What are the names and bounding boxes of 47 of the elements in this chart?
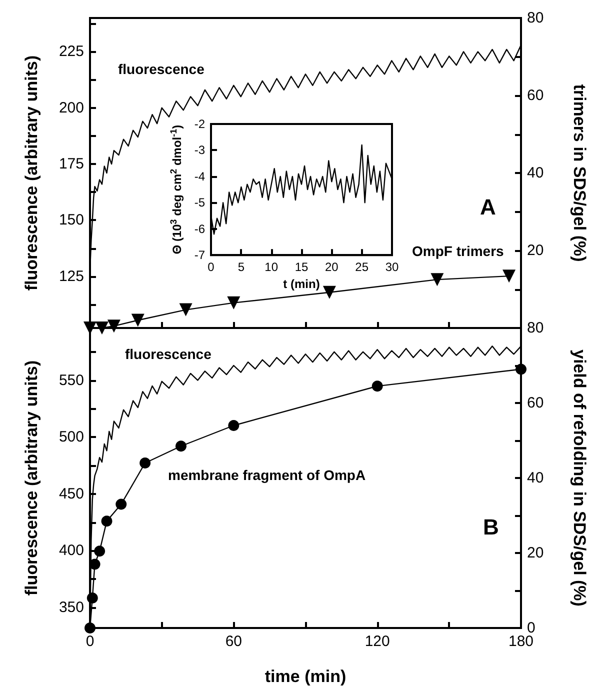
y2-axis-title: yield of refolding in SDS/gel (%) (570, 350, 589, 606)
y-tick-label: -2 (194, 117, 206, 131)
y-axis-title: Θ (103 deg cm2 dmol-1) (168, 124, 184, 254)
y-axis-title: fluorescence (arbitrary units) (22, 55, 41, 291)
y-tick-label: 500 (58, 428, 84, 446)
x-tick-label: 15 (294, 260, 308, 274)
x-tick-label: 10 (264, 260, 278, 274)
x-tick-label: 120 (364, 633, 390, 650)
x-axis-title: t (min) (283, 277, 320, 291)
series-label: fluorescence (125, 346, 212, 362)
y-tick-label: 350 (58, 599, 84, 616)
series-label: membrane fragment of OmpA (168, 467, 366, 483)
y2-axis-title: trimers in SDS/gel (%) (570, 84, 589, 262)
x-tick-label: 5 (238, 260, 245, 274)
series-label: fluorescence (118, 61, 205, 77)
y-tick-label: 400 (58, 542, 84, 560)
x-tick-label: 25 (355, 260, 369, 274)
y-tick-label: -7 (194, 248, 206, 262)
annotation: B (483, 514, 499, 540)
y-tick-label: 125 (58, 268, 84, 285)
y-tick-label: -5 (194, 196, 206, 210)
y2-tick-label: 60 (527, 394, 544, 412)
x-tick-label: 20 (324, 260, 339, 274)
annotation: A (480, 194, 496, 220)
y2-tick-label: 20 (527, 544, 544, 562)
x-tick-label: 30 (385, 260, 399, 274)
y2-tick-label: 40 (527, 164, 544, 182)
y2-tick-label: 80 (527, 320, 544, 336)
y2-tick-label: 60 (527, 87, 544, 104)
series-label: OmpF trimers (412, 243, 504, 259)
y-tick-label: 450 (58, 485, 84, 502)
x-tick-label: 0 (208, 260, 215, 274)
y-tick-label: 150 (58, 212, 84, 229)
y2-tick-label: 80 (527, 10, 544, 26)
y-tick-label: -4 (194, 169, 206, 184)
y-tick-label: 175 (58, 156, 84, 173)
y-tick-label: -6 (194, 222, 206, 236)
y-axis-title: fluorescence (arbitrary units) (22, 360, 41, 596)
x-tick-label: 0 (86, 633, 94, 650)
y-tick-label: 225 (58, 43, 84, 60)
y2-tick-label: 20 (527, 242, 544, 259)
y-tick-label: -3 (194, 143, 206, 158)
y-tick-label: 200 (58, 99, 84, 116)
y-tick-label: 550 (58, 372, 84, 389)
x-tick-label: 60 (225, 633, 242, 650)
y2-tick-label: 40 (527, 470, 544, 486)
x-axis-title: time (min) (264, 667, 346, 686)
